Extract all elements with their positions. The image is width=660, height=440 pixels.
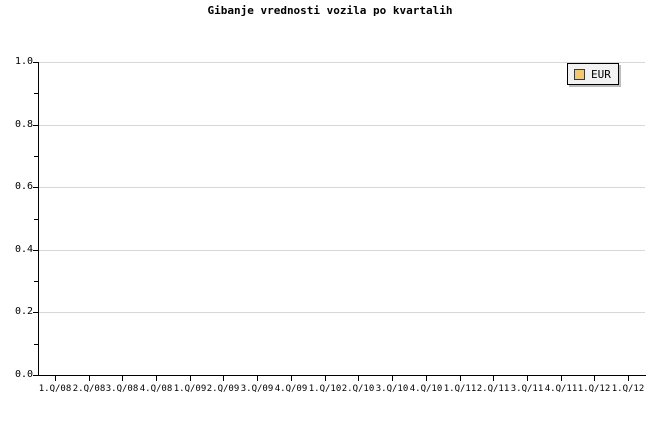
x-axis-tick: [493, 376, 494, 381]
y-axis-tick-label: 0.0: [14, 369, 33, 380]
x-axis-tick-label: 3.Q/08: [105, 384, 139, 394]
gridline: [38, 124, 645, 126]
x-axis-tick-label: 1.Q/11: [443, 384, 477, 394]
legend-swatch-eur: [574, 68, 585, 80]
gridline: [38, 312, 645, 314]
x-axis-tick-label: 1.Q/12: [577, 384, 611, 394]
chart-title: Gibanje vrednosti vozila po kvartalih: [207, 4, 453, 17]
y-axis-tick: [33, 187, 38, 189]
x-axis-tick: [223, 376, 224, 381]
x-axis-tick-label: 3.Q/09: [240, 384, 274, 394]
x-axis-tick-label: 4.Q/09: [274, 384, 308, 394]
x-axis-tick-label: 1.Q/09: [173, 384, 207, 394]
x-axis-tick-label: 4.Q/11: [544, 384, 578, 394]
y-axis-tick: [33, 62, 38, 63]
x-axis-tick: [89, 376, 90, 381]
y-axis-minor-tick: [34, 218, 38, 220]
y-axis-minor-tick: [34, 343, 38, 345]
x-axis-tick: [527, 376, 528, 381]
x-axis-tick: [190, 376, 191, 381]
x-axis-tick: [55, 376, 56, 381]
y-axis-tick: [33, 312, 38, 314]
legend-label-eur: EUR: [591, 67, 611, 81]
x-axis-tick-label: 2.Q/09: [206, 384, 240, 394]
gridline: [38, 187, 645, 189]
chart-legend[interactable]: EUR: [567, 63, 619, 85]
y-axis-tick: [33, 249, 38, 251]
x-axis-tick: [426, 376, 427, 381]
x-axis-tick-label: 1.Q/08: [38, 384, 72, 394]
y-axis-tick-label: 1.0: [14, 56, 33, 67]
x-axis-tick: [358, 376, 359, 381]
x-axis-tick: [122, 376, 123, 381]
x-axis-tick: [460, 376, 461, 381]
y-axis-minor-tick: [34, 93, 38, 95]
y-axis-tick: [33, 124, 38, 126]
x-axis-tick-label: 4.Q/08: [139, 384, 173, 394]
y-axis-minor-tick: [34, 281, 38, 283]
gridline: [38, 62, 645, 63]
x-axis-tick-label: 1.Q/10: [308, 384, 342, 394]
gridline: [38, 249, 645, 251]
x-axis-tick: [291, 376, 292, 381]
x-axis-tick: [257, 376, 258, 381]
y-axis-tick: [33, 375, 38, 376]
x-axis-tick-label: 2.Q/11: [476, 384, 510, 394]
x-axis-tick: [156, 376, 157, 381]
x-axis-tick-label: 1.Q/12: [611, 384, 645, 394]
x-axis-tick: [392, 376, 393, 381]
y-axis-tick-label: 0.6: [14, 181, 33, 193]
x-axis-tick: [325, 376, 326, 381]
x-axis-tick-label: 4.Q/10: [409, 384, 443, 394]
y-axis-line: [38, 62, 39, 376]
y-axis-tick-label: 0.2: [14, 306, 33, 318]
x-axis-tick: [561, 376, 562, 381]
y-axis-tick-label: 0.8: [14, 118, 33, 130]
x-axis-tick: [594, 376, 595, 381]
x-axis-tick-label: 2.Q/08: [72, 384, 106, 394]
y-axis-minor-tick: [34, 155, 38, 157]
x-axis-line: [38, 375, 646, 376]
y-axis-labels: 0.0 0.2 0.4 0.6 0.8 1.0: [0, 0, 33, 440]
x-axis-tick-label: 3.Q/10: [375, 384, 409, 394]
y-axis-tick-label: 0.4: [14, 243, 33, 255]
plot-area: [38, 62, 645, 376]
x-axis-tick: [628, 376, 629, 381]
x-axis-tick-label: 2.Q/10: [341, 384, 375, 394]
x-axis-tick-label: 3.Q/11: [510, 384, 544, 394]
